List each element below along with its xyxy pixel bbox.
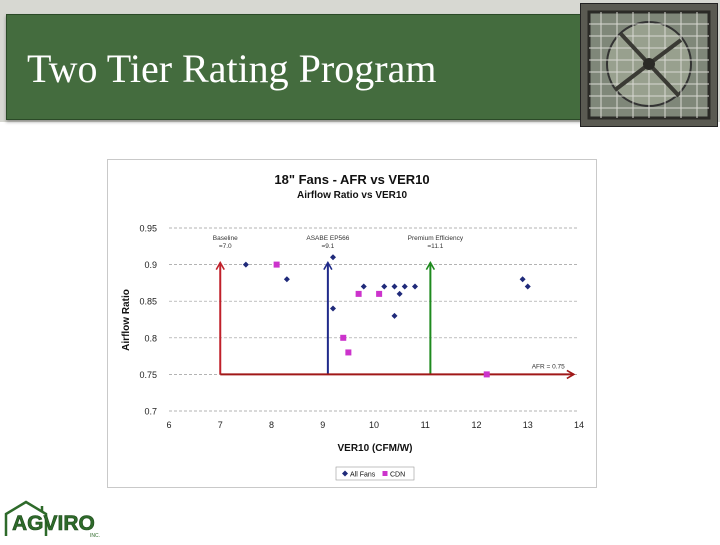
- data-point-all-fans: [391, 283, 398, 290]
- title-banner: Two Tier Rating Program: [6, 14, 586, 120]
- legend-label-cdn: CDN: [390, 472, 405, 479]
- y-tick-label: 0.7: [144, 407, 157, 417]
- y-tick-label: 0.75: [139, 370, 157, 380]
- x-tick-label: 9: [320, 420, 325, 430]
- annotation-value: =11.1: [427, 243, 443, 250]
- slide-header: Two Tier Rating Program: [0, 0, 720, 127]
- slide-title: Two Tier Rating Program: [27, 46, 437, 91]
- point-layer: [242, 254, 531, 378]
- tick-layer: 0.7 0.75 0.8 0.85 0.9 0.95 6 7 8 9 10 11 12 13 14: [139, 224, 584, 431]
- data-point-cdn: [355, 290, 362, 297]
- logo-wordmark: AGVIRO: [12, 512, 95, 535]
- x-tick-label: 14: [574, 420, 584, 430]
- data-point-all-fans: [381, 283, 388, 290]
- logo-suffix: INC.: [90, 533, 100, 539]
- data-point-all-fans: [519, 276, 526, 283]
- x-tick-label: 7: [218, 420, 223, 430]
- data-point-cdn: [340, 334, 347, 341]
- annotation-value: =9.1: [321, 243, 334, 250]
- data-point-all-fans: [412, 283, 418, 290]
- y-tick-label: 0.9: [144, 260, 157, 270]
- afr-label: AFR = 0.75: [532, 363, 565, 370]
- data-point-all-fans: [401, 283, 408, 290]
- data-point-cdn: [273, 261, 280, 268]
- fan-photo-image: [580, 3, 718, 127]
- annotation-value: =7.0: [219, 243, 232, 250]
- x-tick-label: 11: [421, 420, 430, 430]
- annotation-label: Premium Efficiency: [408, 235, 464, 242]
- data-point-all-fans: [283, 276, 290, 283]
- company-logo: AGVIRO INC.: [2, 496, 132, 540]
- annotation-label: ASABE EP566: [306, 235, 349, 242]
- x-axis-title: VER10 (CFM/W): [338, 443, 413, 454]
- y-tick-label: 0.85: [139, 297, 157, 307]
- y-axis-title: Airflow Ratio: [121, 289, 132, 351]
- data-point-all-fans: [391, 312, 398, 319]
- annotation-layer: Baseline=7.0 ASABE EP566=9.1 Premium Effic…: [213, 235, 576, 380]
- legend-marker-cdn: [382, 471, 388, 476]
- data-point-cdn: [345, 349, 352, 356]
- y-tick-label: 0.95: [139, 224, 157, 234]
- chart-legend: All Fans CDN: [335, 466, 415, 481]
- data-point-all-fans: [360, 283, 367, 290]
- legend-label-all-fans: All Fans: [350, 472, 376, 479]
- x-tick-label: 13: [523, 420, 533, 430]
- chart-title: 18" Fans - AFR vs VER10: [274, 172, 429, 187]
- data-point-cdn: [376, 290, 383, 297]
- legend-marker-all-fans: [342, 470, 348, 477]
- annotation-label: Baseline: [213, 235, 238, 242]
- y-tick-label: 0.8: [144, 333, 157, 343]
- x-tick-label: 12: [471, 420, 481, 430]
- data-point-all-fans: [524, 283, 531, 290]
- x-tick-label: 6: [166, 420, 171, 430]
- x-tick-label: 10: [369, 420, 379, 430]
- data-point-all-fans: [330, 254, 336, 261]
- chart-panel: 18" Fans - AFR vs VER10 Airflow Ratio vs…: [107, 159, 597, 488]
- x-tick-label: 8: [269, 420, 274, 430]
- chart-subtitle: Airflow Ratio vs VER10: [297, 190, 407, 201]
- data-point-cdn: [483, 371, 490, 378]
- scatter-chart: 18" Fans - AFR vs VER10 Airflow Ratio vs…: [121, 172, 584, 481]
- data-point-all-fans: [396, 290, 403, 297]
- data-point-all-fans: [242, 261, 249, 268]
- data-point-all-fans: [330, 305, 336, 312]
- grid-layer: [169, 227, 579, 412]
